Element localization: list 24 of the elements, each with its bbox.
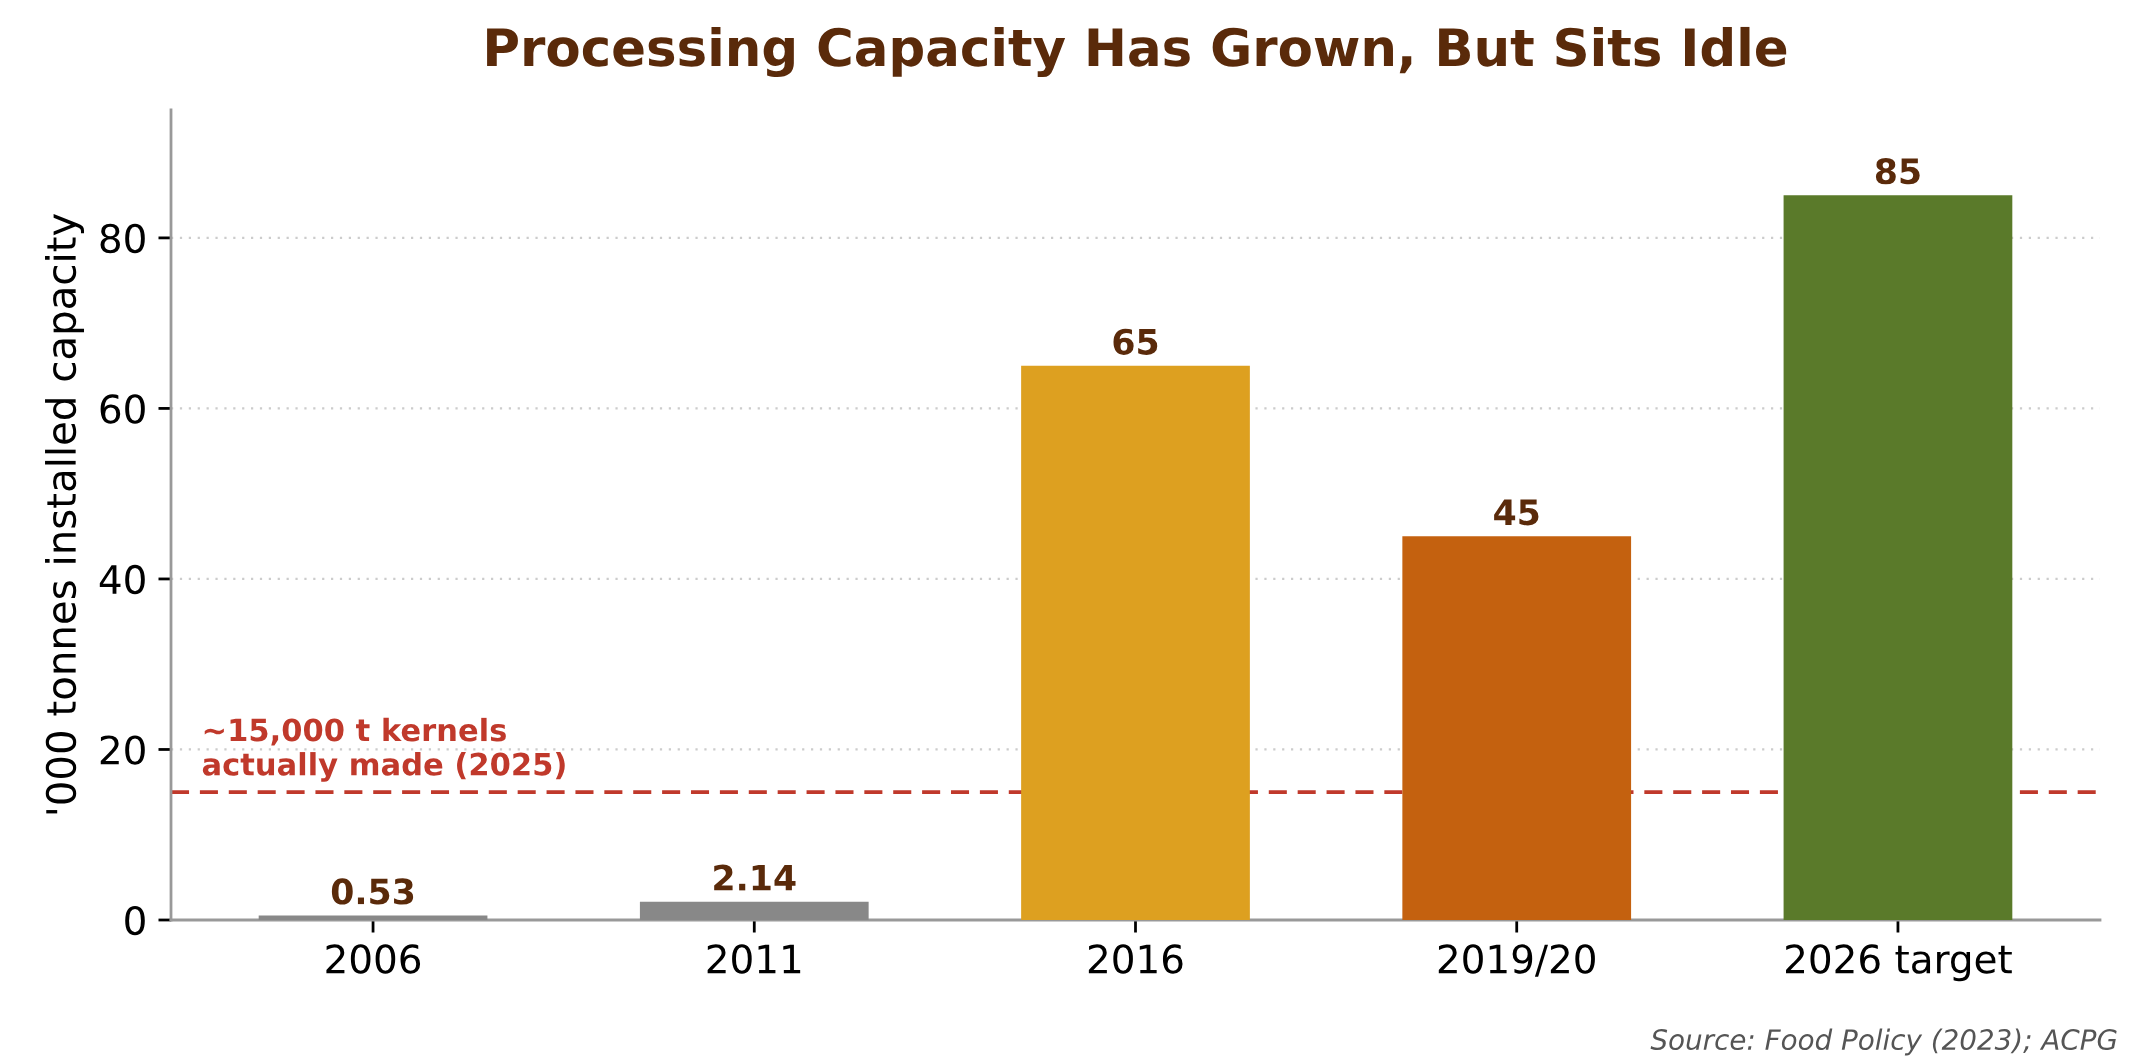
ref-line-label: ~15,000 t kernels actually made (2025): [202, 717, 565, 782]
bar: [639, 901, 869, 920]
bar: [1402, 536, 1632, 920]
bar: [1783, 195, 2013, 920]
source-note: Source: Food Policy (2023); ACPG: [1650, 1028, 2117, 1056]
x-tick-label: 2016: [1088, 944, 1183, 974]
y-tick-label: 80: [100, 223, 145, 254]
y-tick-label: 20: [100, 735, 145, 765]
data-label: 65: [1113, 328, 1158, 355]
y-tick-label: 0: [125, 905, 145, 936]
bar: [258, 915, 488, 920]
data-label: 0.53: [331, 878, 414, 905]
x-tick-label: 2011: [707, 944, 801, 974]
x-tick-label: 2006: [326, 944, 421, 974]
x-tick-label: 2026 target: [1786, 944, 2012, 982]
bar: [1021, 365, 1250, 920]
y-axis-title: '000 tonnes installed capacity: [45, 213, 85, 814]
x-tick-label: 2019/20: [1438, 944, 1595, 977]
chart-title: Processing Capacity Has Grown, But Sits Idle: [487, 26, 1787, 78]
data-label: 45: [1494, 499, 1539, 526]
y-tick-label: 60: [100, 394, 145, 424]
data-label: 85: [1875, 158, 1920, 185]
data-label: 2.14: [714, 864, 796, 891]
y-tick-label: 40: [99, 564, 145, 595]
